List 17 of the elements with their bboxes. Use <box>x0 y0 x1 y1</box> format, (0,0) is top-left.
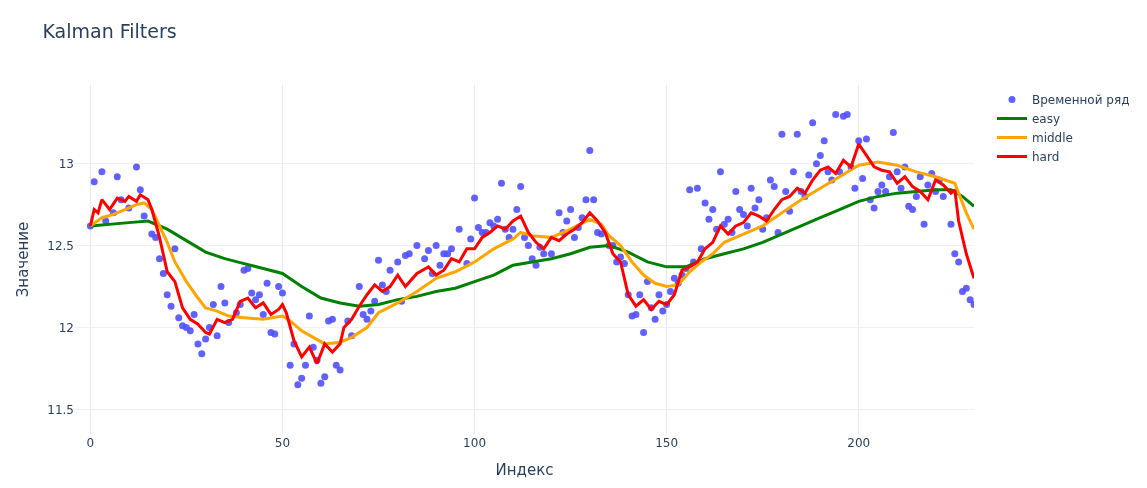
legend-label: easy <box>1031 112 1061 127</box>
y-tick-label: 12.5 <box>47 238 74 253</box>
x-axis-title: Индекс <box>495 461 554 479</box>
legend-label: middle <box>1031 131 1073 146</box>
legend-label: hard <box>1031 150 1060 165</box>
line-series <box>88 160 974 346</box>
legend-label: Временной ряд <box>1031 93 1130 108</box>
x-tick-label: 0 <box>86 436 95 450</box>
y-tick-label: 11.5 <box>47 402 74 417</box>
chart-title: Kalman Filters <box>42 19 177 42</box>
x-tick-label: 100 <box>463 436 487 450</box>
y-tick-label: 12 <box>58 320 74 335</box>
x-tick-label: 50 <box>274 436 291 450</box>
x-tick-label: 200 <box>847 436 871 450</box>
y-tick-label: 13 <box>58 156 74 171</box>
y-axis-title: Значение <box>13 221 32 298</box>
x-tick-label: 150 <box>655 436 679 450</box>
